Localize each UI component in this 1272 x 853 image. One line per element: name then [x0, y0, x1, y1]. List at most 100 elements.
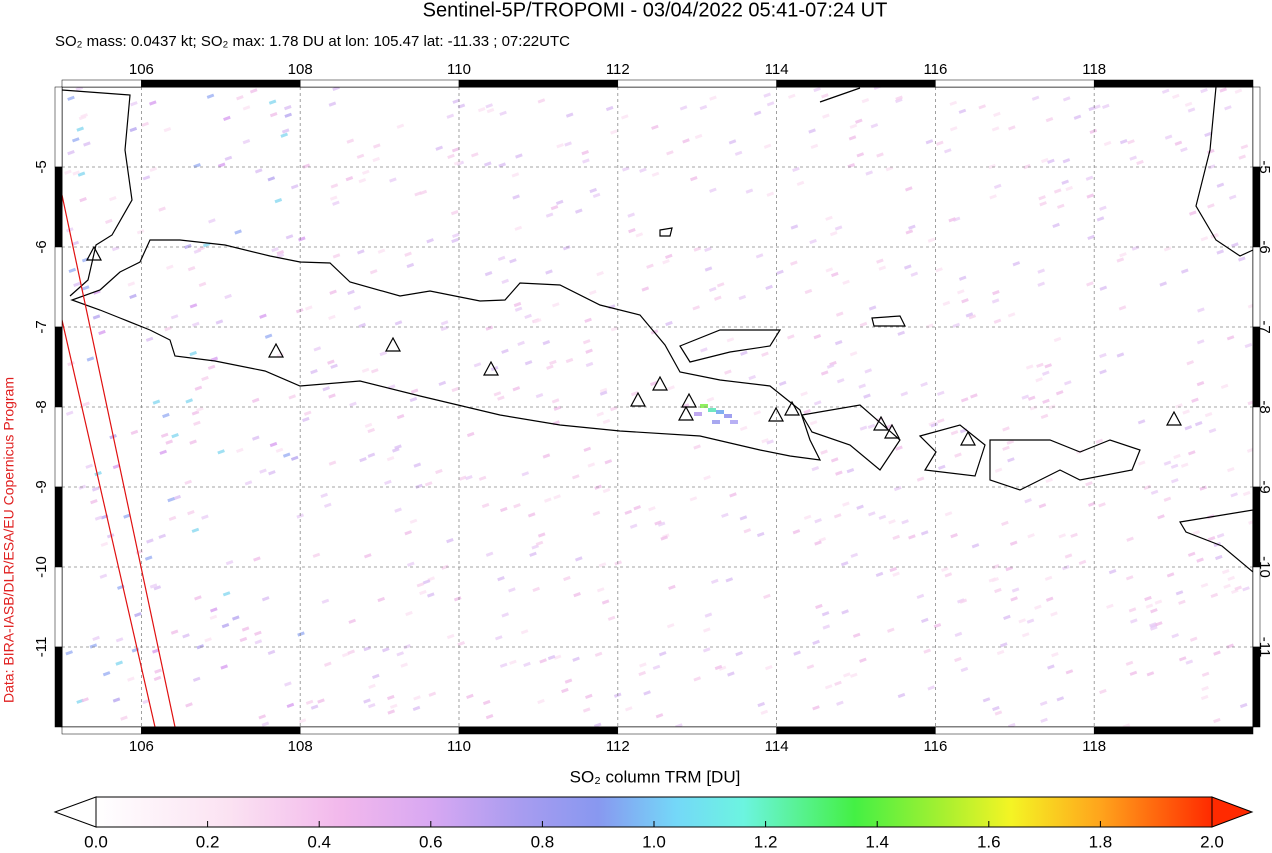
lat-tick-label: -6 [1256, 240, 1272, 253]
pixel [149, 100, 157, 106]
pixel [303, 410, 312, 416]
pixel [377, 596, 386, 603]
lon-tick-label: 110 [447, 61, 471, 78]
frame-bar [1252, 406, 1261, 488]
pixel [901, 519, 909, 525]
pixel [993, 183, 1002, 190]
pixel [259, 468, 267, 474]
pixel [1215, 554, 1223, 561]
pixel [1220, 383, 1229, 390]
pixel [451, 147, 460, 153]
pixel [1137, 460, 1146, 466]
pixel [935, 267, 943, 273]
pixel [829, 231, 838, 237]
pixel [870, 123, 879, 129]
pixel [410, 388, 419, 394]
pixel [481, 502, 490, 509]
pixel [497, 576, 505, 582]
pixel [763, 92, 772, 98]
pixel [842, 501, 850, 507]
pixel [1164, 134, 1173, 140]
pixel [1159, 281, 1168, 287]
so2-field [64, 87, 1253, 727]
frame-bar [299, 79, 460, 88]
pixel [1087, 234, 1095, 241]
pixel [310, 369, 318, 375]
pixel [234, 229, 242, 235]
volcano [959, 430, 977, 446]
pixel [1173, 453, 1181, 460]
pixel [583, 446, 592, 452]
pixel [1226, 643, 1235, 649]
pixel [386, 456, 395, 462]
pixel [482, 699, 491, 706]
pixel [244, 480, 253, 486]
pixel [347, 649, 356, 655]
pixel [689, 496, 698, 502]
pixel [225, 560, 234, 566]
pixel [1099, 285, 1108, 291]
pixel [1065, 185, 1074, 192]
pixel [65, 410, 74, 416]
pixel [993, 318, 1002, 324]
pixel [386, 694, 395, 701]
pixel [1086, 281, 1094, 287]
pixel [189, 303, 198, 309]
pixel [348, 618, 357, 624]
pixel [427, 592, 435, 598]
pixel [1053, 336, 1062, 343]
pixel [1095, 438, 1104, 444]
pixel [123, 513, 131, 519]
pixel [1178, 599, 1186, 605]
pixel [602, 487, 611, 494]
pixel [485, 325, 494, 331]
pixel [1034, 604, 1042, 610]
pixel [269, 441, 278, 448]
pixel [991, 126, 1000, 132]
pixel [760, 709, 769, 715]
frame-bar [1093, 726, 1254, 735]
pixel [738, 294, 747, 301]
pixel [834, 340, 843, 346]
pixel [523, 661, 531, 668]
pixel [1129, 670, 1138, 676]
pixel [515, 153, 523, 159]
frame-bar [1252, 86, 1261, 168]
pixel [1116, 257, 1125, 263]
pixel [714, 664, 723, 671]
pixel [592, 510, 601, 517]
pixel [729, 492, 737, 498]
pixel [471, 152, 479, 158]
pixel [258, 714, 267, 720]
colorbar-tick-label: 1.2 [754, 832, 778, 851]
pixel [991, 577, 1000, 583]
pixel [508, 587, 516, 593]
pixel [1188, 450, 1196, 456]
pixel [1216, 249, 1225, 255]
lon-tick-label: 112 [606, 738, 630, 755]
pixel [599, 387, 608, 393]
pixel [804, 288, 813, 295]
pixel [215, 319, 224, 325]
pixel [885, 166, 894, 172]
pixel [1088, 501, 1096, 507]
frame-bar [776, 726, 936, 735]
islet [659, 227, 673, 237]
pixel [690, 176, 698, 182]
pixel [284, 681, 292, 687]
pixel [1196, 339, 1205, 345]
pixel [1073, 114, 1082, 120]
pixel [1038, 503, 1047, 509]
pixel [1145, 603, 1154, 609]
pixel [517, 340, 525, 347]
pixel [989, 194, 997, 200]
pixel [453, 596, 462, 602]
pixel [184, 243, 192, 250]
tick-labels: 106 106 108 108 110 110 112 112 114 114 116 116 118 1… [33, 61, 1272, 755]
pixel [312, 552, 321, 558]
pixel [144, 555, 153, 561]
pixel [493, 391, 502, 397]
pixel [904, 264, 912, 270]
pixel [477, 107, 486, 113]
